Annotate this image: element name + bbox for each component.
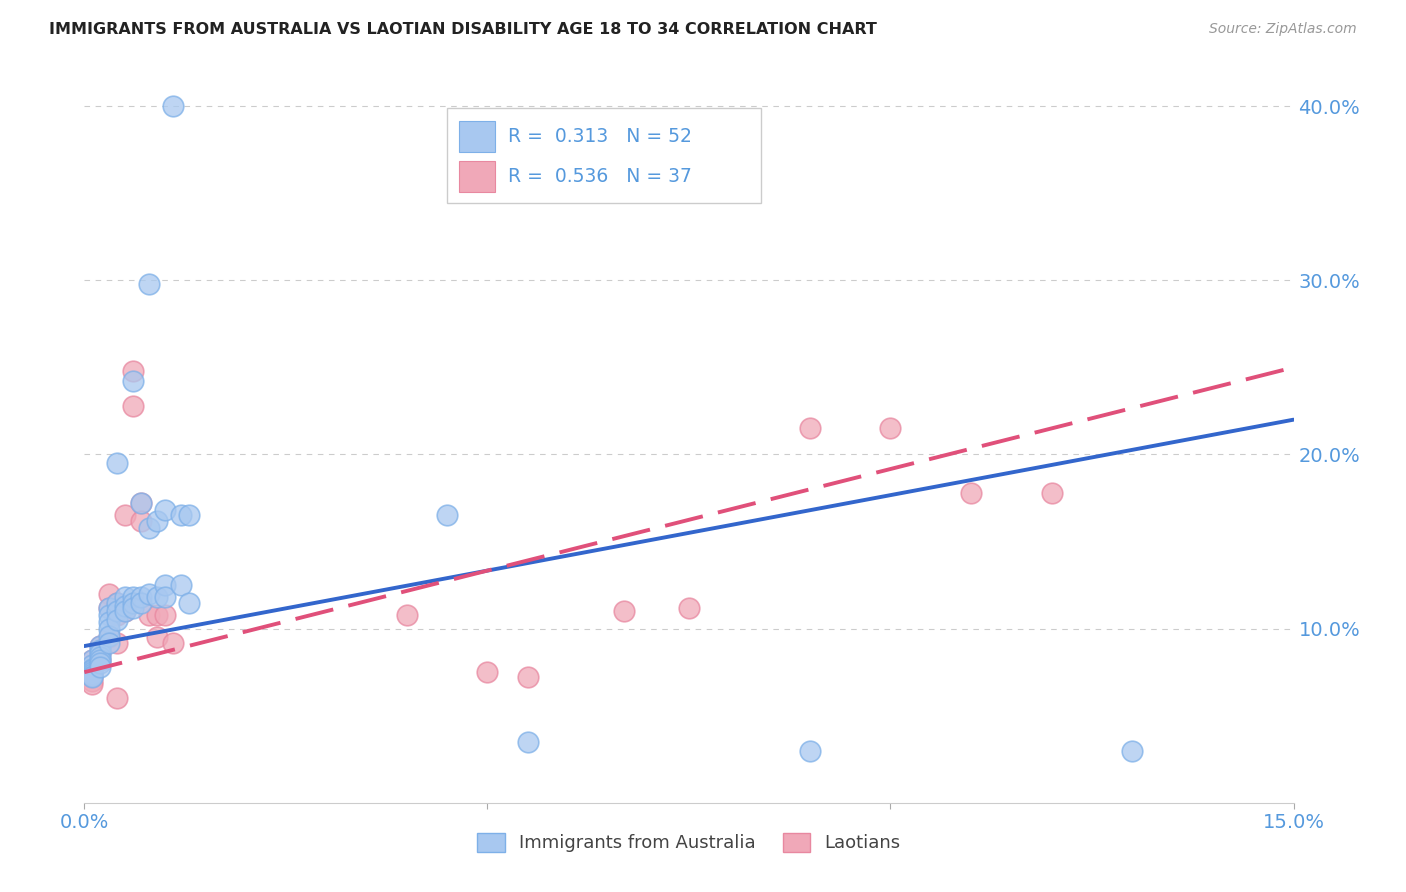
Point [613, 604, 636, 618]
Point [129, 595, 152, 609]
Text: R =  0.313   N = 52: R = 0.313 N = 52 [508, 127, 692, 146]
FancyBboxPatch shape [460, 121, 495, 152]
Point [1040, 485, 1063, 500]
Point [516, 670, 538, 684]
Point [395, 607, 418, 622]
Point [879, 421, 901, 435]
Point [105, 595, 128, 609]
Point [82, 658, 104, 673]
Point [170, 578, 193, 592]
Point [179, 508, 201, 523]
Point [89, 639, 111, 653]
Point [82, 677, 104, 691]
Point [105, 456, 128, 470]
Point [89, 646, 111, 660]
Point [89, 653, 111, 667]
Legend: Immigrants from Australia, Laotians: Immigrants from Australia, Laotians [470, 826, 908, 860]
Point [170, 508, 193, 523]
Point [516, 735, 538, 749]
Point [153, 591, 176, 605]
Point [89, 639, 111, 653]
FancyBboxPatch shape [460, 161, 495, 192]
Point [82, 673, 104, 688]
Text: R =  0.536   N = 37: R = 0.536 N = 37 [508, 167, 692, 186]
Point [89, 646, 111, 660]
Point [97, 631, 120, 645]
Point [97, 629, 120, 643]
Point [121, 375, 143, 389]
Point [82, 653, 104, 667]
Point [82, 653, 104, 667]
Point [89, 660, 111, 674]
Point [82, 665, 104, 680]
Point [82, 670, 104, 684]
Point [82, 667, 104, 681]
Point [153, 578, 176, 592]
Point [153, 607, 176, 622]
Point [162, 99, 184, 113]
Point [121, 364, 143, 378]
Point [121, 595, 143, 609]
Point [105, 635, 128, 649]
Point [97, 600, 120, 615]
Point [162, 635, 184, 649]
Point [146, 514, 169, 528]
Point [82, 664, 104, 678]
Point [138, 607, 160, 622]
Point [114, 508, 136, 523]
Point [82, 670, 104, 684]
Point [89, 657, 111, 671]
Point [477, 665, 499, 680]
Point [82, 668, 104, 682]
Point [121, 399, 143, 413]
Point [105, 604, 128, 618]
Point [105, 613, 128, 627]
Point [146, 631, 169, 645]
Text: IMMIGRANTS FROM AUSTRALIA VS LAOTIAN DISABILITY AGE 18 TO 34 CORRELATION CHART: IMMIGRANTS FROM AUSTRALIA VS LAOTIAN DIS… [49, 22, 877, 37]
FancyBboxPatch shape [447, 108, 762, 203]
Point [105, 595, 128, 609]
Point [97, 587, 120, 601]
Point [82, 664, 104, 678]
Point [153, 503, 176, 517]
Point [105, 691, 128, 706]
Text: Source: ZipAtlas.com: Source: ZipAtlas.com [1209, 22, 1357, 37]
Point [97, 622, 120, 636]
Point [138, 277, 160, 291]
Point [82, 658, 104, 673]
Point [129, 496, 152, 510]
Point [121, 591, 143, 605]
Point [114, 604, 136, 618]
Point [129, 496, 152, 510]
Point [799, 743, 821, 757]
Point [97, 615, 120, 629]
Point [1121, 743, 1143, 757]
Point [114, 599, 136, 613]
Point [138, 587, 160, 601]
Point [82, 667, 104, 681]
Point [146, 607, 169, 622]
Point [129, 514, 152, 528]
Point [114, 604, 136, 618]
Point [678, 600, 700, 615]
Point [114, 591, 136, 605]
Point [179, 595, 201, 609]
Point [138, 521, 160, 535]
Point [105, 607, 128, 622]
Point [121, 600, 143, 615]
Point [82, 662, 104, 676]
Point [799, 421, 821, 435]
Point [436, 508, 458, 523]
Point [89, 642, 111, 657]
Point [960, 485, 983, 500]
Point [129, 591, 152, 605]
Point [89, 649, 111, 664]
Point [146, 591, 169, 605]
Point [97, 607, 120, 622]
Point [97, 635, 120, 649]
Point [97, 600, 120, 615]
Point [89, 653, 111, 667]
